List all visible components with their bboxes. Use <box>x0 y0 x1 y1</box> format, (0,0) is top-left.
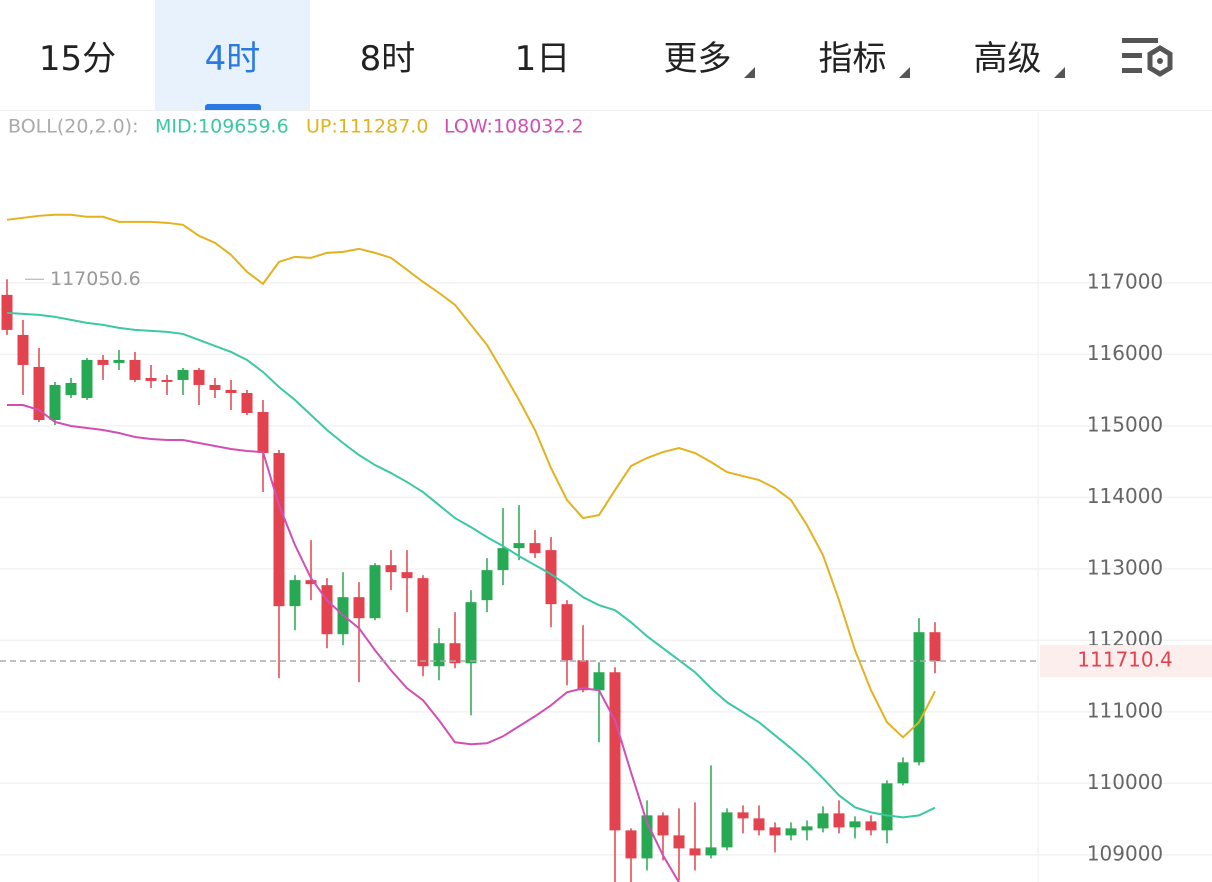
candle-body <box>369 565 381 619</box>
candle-body <box>273 453 285 607</box>
boll-line <box>7 403 680 882</box>
candle-body <box>433 643 445 667</box>
y-tick-label: 111000 <box>1087 698 1163 722</box>
tab[interactable]: 8时 <box>310 0 465 110</box>
candle-body <box>145 377 157 381</box>
candle-body <box>177 369 189 380</box>
candle-body <box>129 359 141 380</box>
tab-bar: 15分 4时 8时 1日 更多 指标 高级 <box>0 0 1212 111</box>
tab-label: 1日 <box>514 38 571 79</box>
candle-body <box>113 359 125 363</box>
candle-body <box>817 813 829 829</box>
candle-body <box>1 294 13 330</box>
candle-body <box>737 812 749 819</box>
tab[interactable]: 1日 <box>465 0 620 110</box>
candle-body <box>465 602 477 664</box>
candle-body <box>353 597 365 619</box>
tab-dropdown[interactable]: 指标 <box>775 0 930 110</box>
candle-body <box>209 384 221 390</box>
max-label: 117050.6 <box>50 268 141 290</box>
candle-body <box>913 632 925 763</box>
y-tick-label: 109000 <box>1087 841 1163 865</box>
candle-body <box>385 565 397 573</box>
candle-body <box>865 821 877 831</box>
candle-body <box>721 812 733 848</box>
candle-body <box>689 848 701 856</box>
settings-icon[interactable] <box>1120 36 1176 80</box>
tab-label: 指标 <box>818 38 887 79</box>
candle-body <box>801 826 813 831</box>
indicator-mid: MID:109659.6 <box>155 116 289 138</box>
candle-body <box>17 334 29 365</box>
y-tick-label: 116000 <box>1087 341 1163 365</box>
tab-label: 4时 <box>204 38 261 79</box>
candle-body <box>625 830 637 859</box>
y-tick-label: 115000 <box>1087 412 1163 436</box>
candle-body <box>785 828 797 836</box>
candle-body <box>33 366 45 420</box>
tab-label: 15分 <box>38 38 117 79</box>
tab-dropdown[interactable]: 高级 <box>930 0 1085 110</box>
dropdown-arrow <box>899 67 910 78</box>
candle-body <box>929 632 941 662</box>
candle-body <box>449 643 461 664</box>
candle-body <box>897 762 909 784</box>
boll-line <box>6 213 936 739</box>
tab-selected[interactable]: 4时 <box>155 0 310 110</box>
candle-body <box>561 604 573 661</box>
candle-body <box>881 783 893 831</box>
y-tick-label: 110000 <box>1087 770 1163 794</box>
y-tick-label: 117000 <box>1087 269 1163 293</box>
candle-body <box>417 578 429 667</box>
min-label: 108564.0 <box>545 881 636 882</box>
candle-body <box>97 359 109 365</box>
candle-body <box>65 382 77 395</box>
candle-body <box>401 572 413 579</box>
candle-body <box>657 815 669 836</box>
indicator-up: UP:111287.0 <box>306 116 428 138</box>
candle-body <box>545 550 557 605</box>
candle-body <box>305 580 317 585</box>
candle-body <box>225 389 237 393</box>
candle-body <box>257 411 269 454</box>
last-price-bg <box>1040 645 1212 678</box>
candle-body <box>529 543 541 554</box>
tab-label: 高级 <box>973 38 1042 79</box>
candle-body <box>577 660 589 691</box>
boll-line <box>6 311 936 819</box>
candle-body <box>481 570 493 601</box>
candle-body <box>833 813 845 828</box>
candle-body <box>321 585 333 635</box>
dropdown-arrow <box>744 67 755 78</box>
tab[interactable]: 15分 <box>0 0 155 110</box>
candle-body <box>513 543 525 549</box>
candle-body <box>81 359 93 398</box>
candle-body <box>609 672 621 831</box>
tab-label: 更多 <box>663 38 732 79</box>
candle-body <box>705 847 717 856</box>
candle-body <box>289 580 301 607</box>
candle-body <box>193 369 205 385</box>
indicator-name: BOLL(20,2.0): <box>8 116 139 138</box>
tab-label: 8时 <box>359 38 416 79</box>
y-tick-label: 113000 <box>1087 555 1163 579</box>
candle-body <box>161 379 173 382</box>
candle-body <box>241 392 253 413</box>
candle-body <box>753 818 765 831</box>
candle-body <box>49 384 61 420</box>
candle-body <box>593 672 605 691</box>
indicator-low: LOW:108032.2 <box>444 116 584 138</box>
candle-body <box>849 821 861 828</box>
candle-body <box>497 548 509 571</box>
tab-dropdown[interactable]: 更多 <box>620 0 775 110</box>
last-price-label: 111710.4 <box>1077 648 1172 672</box>
candle-body <box>769 827 781 836</box>
dropdown-arrow <box>1054 67 1065 78</box>
candle-body <box>673 835 685 849</box>
tab-indicator <box>205 104 261 110</box>
y-tick-label: 114000 <box>1087 484 1163 508</box>
candle-body <box>641 815 653 859</box>
